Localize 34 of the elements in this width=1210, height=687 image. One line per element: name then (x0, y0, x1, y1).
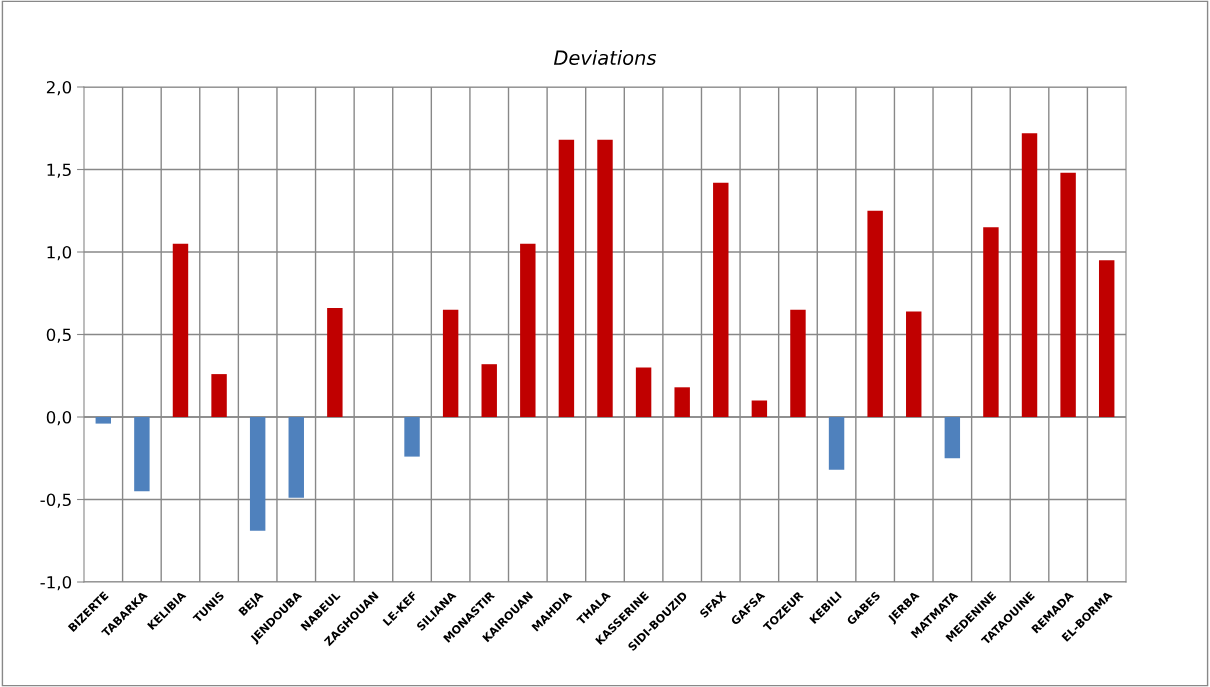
y-tick-label: 1,0 (47, 245, 72, 261)
bar (288, 417, 304, 498)
chart-title: Deviations (553, 50, 657, 66)
bar (983, 227, 999, 417)
bar (134, 417, 150, 492)
y-tick-label: -1,0 (40, 575, 72, 591)
bar (790, 309, 806, 417)
bar (597, 139, 613, 417)
y-tick-label: -0,5 (40, 493, 71, 508)
bar (211, 374, 227, 417)
bar (1021, 133, 1038, 417)
bar (944, 417, 961, 459)
bar (751, 400, 768, 417)
bar (481, 364, 497, 417)
bar (404, 417, 420, 457)
y-tick-label: 0,0 (46, 410, 72, 426)
bar (713, 182, 729, 417)
bar (1060, 172, 1076, 417)
bar (327, 308, 343, 417)
bar (867, 210, 883, 417)
bar (828, 417, 845, 470)
bar (249, 417, 266, 531)
bar (635, 367, 652, 417)
bar (172, 243, 189, 417)
bar (1098, 260, 1115, 417)
bar (520, 243, 536, 417)
y-tick-label: 0,5 (46, 328, 71, 343)
y-tick-label: 2,0 (46, 80, 72, 96)
y-tick-label: 1,5 (47, 163, 71, 178)
bar (906, 311, 922, 417)
bar (95, 417, 112, 424)
bar (558, 139, 575, 417)
bar (674, 387, 690, 417)
bar (442, 309, 459, 417)
